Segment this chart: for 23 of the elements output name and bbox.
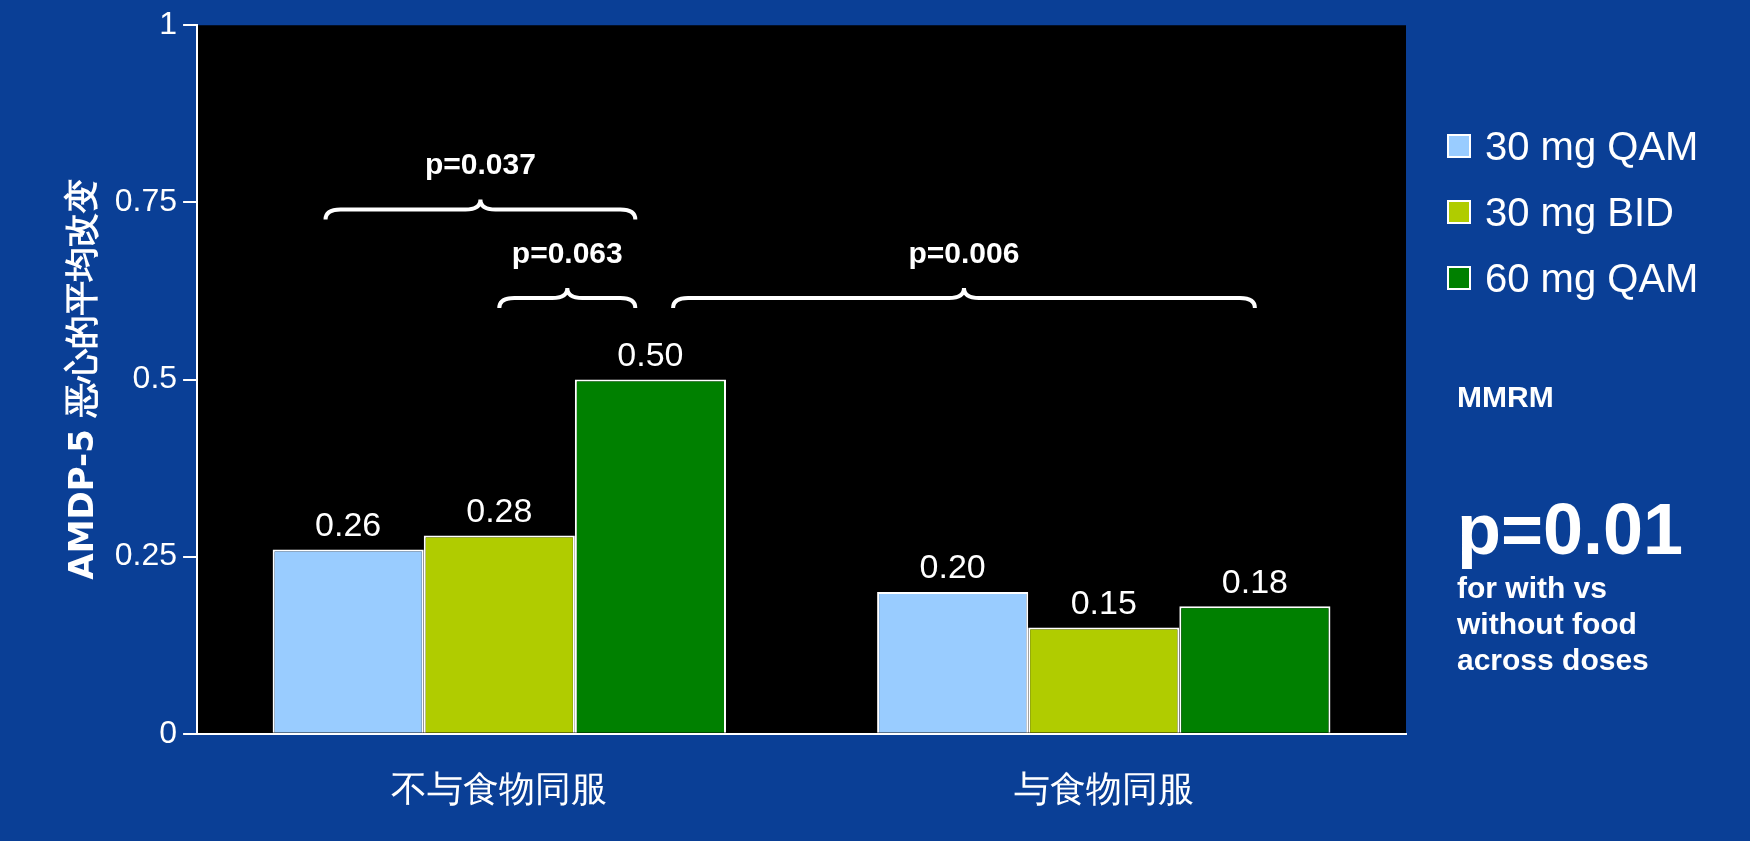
- data-label: 0.15: [1070, 582, 1137, 621]
- y-tick-label: 0: [159, 713, 178, 750]
- y-axis-title: AMDP-5 恶心的平均改变: [61, 179, 102, 580]
- annotation: p=0.063: [511, 236, 623, 270]
- legend-label: 30 mg BID: [1485, 189, 1674, 235]
- x-tick-label: 不与食物同服: [391, 767, 608, 809]
- data-label: 0.26: [315, 504, 382, 543]
- x-tick-label: 与食物同服: [1013, 767, 1194, 809]
- text: p=0.01: [1457, 488, 1684, 570]
- legend-label: 30 mg QAM: [1485, 123, 1699, 169]
- text: for with vs without food across doses: [1457, 570, 1650, 678]
- annotation: p=0.037: [424, 147, 536, 182]
- text: MMRM: [1457, 380, 1554, 414]
- annotation: p=0.006: [908, 236, 1020, 270]
- data-label: 0.50: [617, 334, 684, 373]
- data-label: 0.20: [919, 547, 986, 586]
- y-tick-label: 0.75: [114, 182, 178, 219]
- data-label: 0.28: [466, 490, 533, 529]
- data-label: 0.18: [1221, 561, 1288, 600]
- y-tick-label: 0.25: [114, 536, 178, 573]
- y-tick-label: 0.5: [132, 359, 178, 396]
- legend-label: 60 mg QAM: [1485, 255, 1699, 301]
- y-tick-label: 1: [159, 5, 178, 42]
